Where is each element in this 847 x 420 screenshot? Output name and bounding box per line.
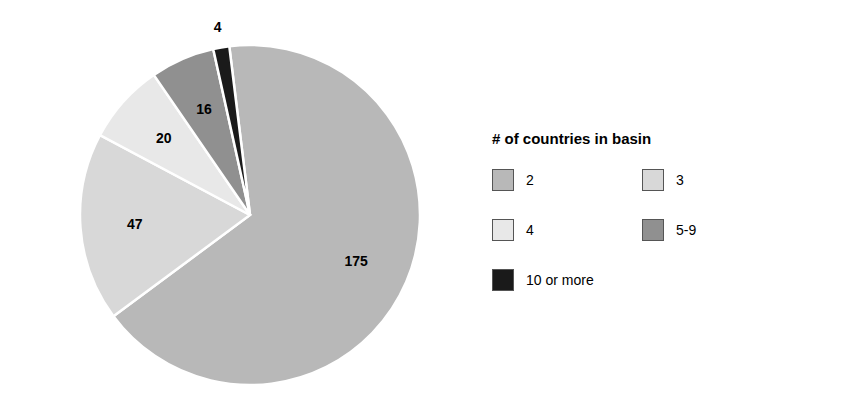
html-text:# of countries in basin: # of countries in basin <box>492 129 652 147</box>
svg-text:4: 4 <box>214 19 222 35</box>
svg-text:47: 47 <box>127 216 143 232</box>
html-text:4: 4 <box>526 221 534 238</box>
html-text:3: 3 <box>676 171 684 188</box>
svg-text:175: 175 <box>345 253 369 269</box>
svg-text:20: 20 <box>156 130 172 146</box>
html-text:10 or more: 10 or more <box>526 271 594 288</box>
html-text:5-9: 5-9 <box>676 221 697 238</box>
html-text:2: 2 <box>526 171 534 188</box>
svg-text:16: 16 <box>196 101 212 117</box>
